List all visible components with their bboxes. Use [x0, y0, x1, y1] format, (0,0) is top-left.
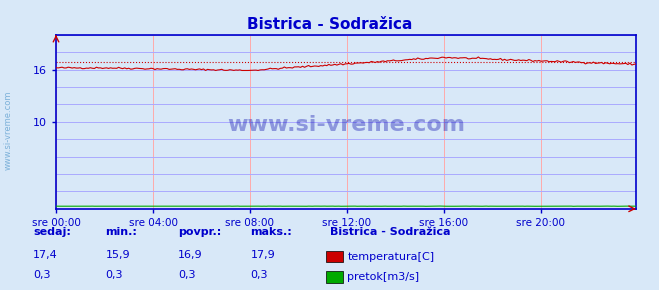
Text: 15,9: 15,9: [105, 250, 130, 260]
Text: 0,3: 0,3: [105, 270, 123, 280]
Text: pretok[m3/s]: pretok[m3/s]: [347, 272, 419, 282]
Text: www.si-vreme.com: www.si-vreme.com: [227, 115, 465, 135]
Text: Bistrica - Sodražica: Bistrica - Sodražica: [330, 227, 450, 237]
Text: 17,9: 17,9: [250, 250, 275, 260]
Text: 16,9: 16,9: [178, 250, 202, 260]
Text: povpr.:: povpr.:: [178, 227, 221, 237]
Text: 0,3: 0,3: [33, 270, 51, 280]
Text: 0,3: 0,3: [178, 270, 196, 280]
Text: min.:: min.:: [105, 227, 137, 237]
Text: sedaj:: sedaj:: [33, 227, 71, 237]
Text: 17,4: 17,4: [33, 250, 58, 260]
Text: Bistrica - Sodražica: Bistrica - Sodražica: [247, 17, 412, 32]
Text: maks.:: maks.:: [250, 227, 292, 237]
Text: www.si-vreme.com: www.si-vreme.com: [3, 91, 13, 170]
Text: 0,3: 0,3: [250, 270, 268, 280]
Text: temperatura[C]: temperatura[C]: [347, 252, 434, 262]
